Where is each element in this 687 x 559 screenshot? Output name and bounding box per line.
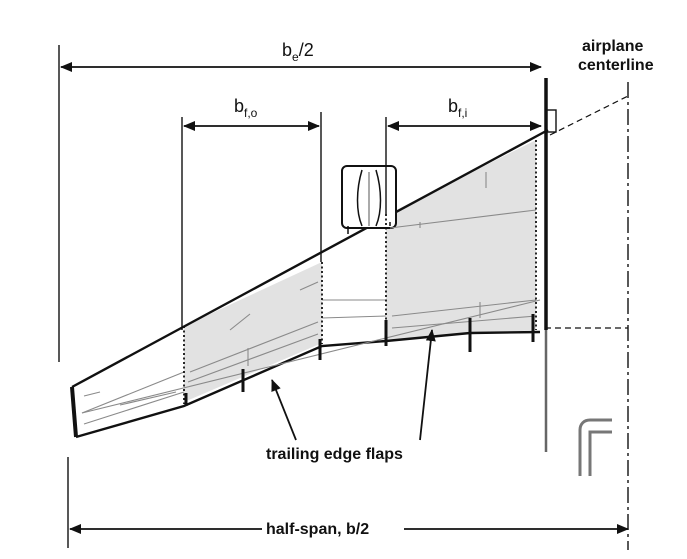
outboard-flap-region	[184, 262, 322, 402]
inboard-flap-region	[386, 140, 536, 340]
outboard-flap-pointer	[271, 379, 297, 441]
half-span-label: half-span, b/2	[266, 521, 369, 538]
be-label: be/2	[282, 40, 314, 64]
flap-boundary-lines	[183, 140, 537, 404]
fuselage-side	[544, 78, 557, 452]
bfo-label: bf,o	[234, 96, 258, 120]
airplane-centerline-label-line1: airplane	[582, 38, 643, 55]
wing-outline	[70, 128, 549, 439]
trailing-edge-flaps-label: trailing edge flaps	[266, 446, 403, 463]
airplane-centerline-label-line2: centerline	[578, 57, 654, 74]
engine-nacelle	[341, 165, 397, 234]
flap-track-fairings	[184, 314, 535, 406]
wing-structure-details	[81, 172, 541, 425]
leading-edge-extension	[549, 95, 629, 136]
inboard-flap-pointer	[419, 329, 436, 441]
bfi-label: bf,i	[448, 96, 467, 120]
landing-gear-outline	[578, 418, 612, 476]
